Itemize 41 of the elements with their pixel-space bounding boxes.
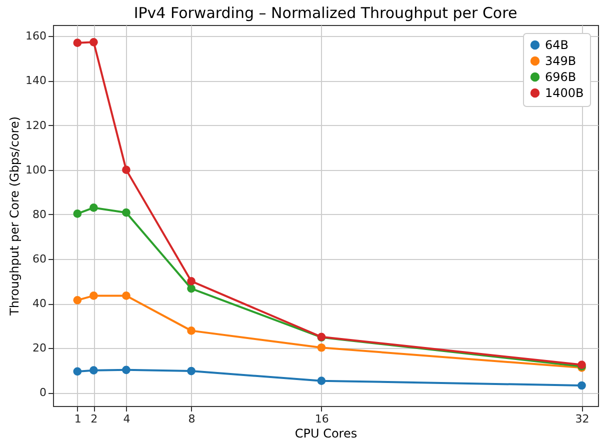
point	[317, 376, 326, 385]
x-axis-title: CPU Cores	[294, 426, 358, 440]
x-tick-label: 1	[74, 412, 82, 426]
x-tick-label: 16	[314, 412, 329, 426]
point	[317, 343, 326, 352]
point	[73, 38, 82, 47]
point	[73, 367, 82, 376]
point	[73, 296, 82, 304]
point	[89, 292, 98, 300]
point	[122, 366, 130, 374]
legend-label: 1400B	[545, 86, 584, 100]
y-tick-label: 100	[26, 163, 46, 176]
x-tick-label: 8	[188, 412, 196, 426]
y-tick-label: 0	[40, 386, 46, 400]
point	[187, 284, 196, 293]
y-tick-label: 120	[26, 118, 46, 132]
y-tick-label: 40	[32, 297, 46, 310]
point	[187, 366, 196, 376]
y-tick-label: 80	[32, 208, 46, 221]
y-tick-label: 140	[26, 74, 46, 88]
y-tick-label: 160	[26, 30, 46, 43]
point	[122, 166, 130, 174]
point	[89, 204, 98, 212]
point	[89, 366, 98, 375]
x-tick-label: 4	[123, 412, 130, 426]
point	[187, 326, 196, 335]
chart-title: IPv4 Forwarding – Normalized Throughput per Core	[134, 4, 518, 22]
legend-label: 696B	[545, 70, 576, 84]
point	[73, 210, 82, 218]
point	[578, 381, 586, 390]
point	[122, 208, 130, 217]
legend-label: 64B	[545, 38, 569, 52]
x-tick-label: 32	[575, 412, 590, 426]
point	[187, 277, 196, 286]
point	[89, 38, 98, 46]
y-tick-label: 20	[32, 342, 46, 355]
point	[122, 292, 130, 300]
y-axis-title: Throughput per Core (Gbps/core)	[8, 116, 22, 317]
y-tick-label: 60	[32, 252, 46, 266]
legend-label: 349B	[545, 54, 576, 68]
x-tick-label: 2	[90, 412, 98, 426]
